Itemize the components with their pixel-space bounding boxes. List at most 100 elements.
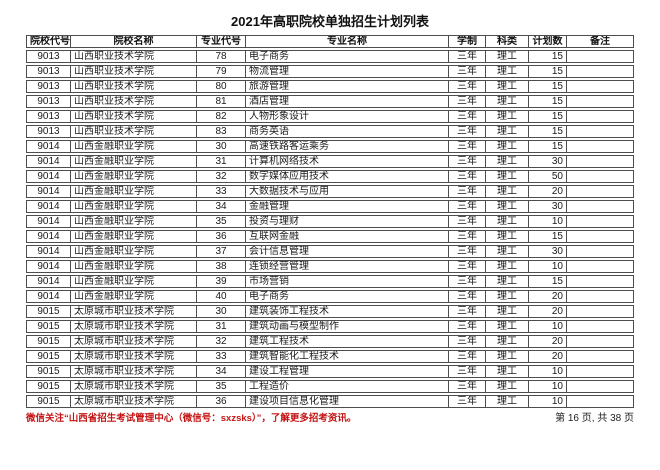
cell-college-code: 9015	[26, 395, 70, 408]
cell-category: 理工	[485, 200, 528, 213]
cell-college-code: 9014	[26, 290, 70, 303]
cell-major-code: 35	[196, 215, 245, 228]
cell-college-code: 9014	[26, 140, 70, 153]
cell-category: 理工	[485, 335, 528, 348]
cell-plan-count: 10	[528, 395, 566, 408]
table-row: 9014 山西金融职业学院 33 大数据技术与应用 三年 理工 20	[26, 185, 634, 198]
table-row: 9014 山西金融职业学院 35 投资与理财 三年 理工 10	[26, 215, 634, 228]
table-row: 9015 太原城市职业技术学院 33 建筑智能化工程技术 三年 理工 20	[26, 350, 634, 363]
cell-major-name: 金融管理	[245, 200, 448, 213]
cell-duration: 三年	[448, 80, 485, 93]
cell-duration: 三年	[448, 320, 485, 333]
page-title: 2021年高职院校单独招生计划列表	[231, 14, 429, 29]
cell-college-name: 太原城市职业技术学院	[70, 350, 196, 363]
cell-category: 理工	[485, 170, 528, 183]
cell-category: 理工	[485, 125, 528, 138]
cell-major-name: 市场营销	[245, 275, 448, 288]
column-header-duration: 学制	[448, 35, 485, 48]
cell-college-name: 山西职业技术学院	[70, 125, 196, 138]
cell-major-name: 数字媒体应用技术	[245, 170, 448, 183]
cell-category: 理工	[485, 50, 528, 63]
cell-remark	[566, 50, 634, 63]
cell-duration: 三年	[448, 305, 485, 318]
cell-duration: 三年	[448, 335, 485, 348]
cell-remark	[566, 260, 634, 273]
cell-college-code: 9015	[26, 350, 70, 363]
cell-major-code: 81	[196, 95, 245, 108]
cell-major-name: 工程造价	[245, 380, 448, 393]
cell-college-code: 9013	[26, 80, 70, 93]
cell-college-code: 9015	[26, 365, 70, 378]
cell-college-name: 太原城市职业技术学院	[70, 395, 196, 408]
cell-major-code: 30	[196, 140, 245, 153]
cell-remark	[566, 110, 634, 123]
cell-college-code: 9014	[26, 170, 70, 183]
cell-major-name: 建筑动画与模型制作	[245, 320, 448, 333]
cell-category: 理工	[485, 185, 528, 198]
cell-college-name: 山西金融职业学院	[70, 140, 196, 153]
cell-major-code: 82	[196, 110, 245, 123]
cell-college-name: 山西金融职业学院	[70, 185, 196, 198]
table-row: 9013 山西职业技术学院 79 物流管理 三年 理工 15	[26, 65, 634, 78]
cell-remark	[566, 305, 634, 318]
cell-duration: 三年	[448, 185, 485, 198]
cell-remark	[566, 125, 634, 138]
cell-major-code: 79	[196, 65, 245, 78]
cell-plan-count: 20	[528, 290, 566, 303]
cell-category: 理工	[485, 65, 528, 78]
table-row: 9015 太原城市职业技术学院 35 工程造价 三年 理工 10	[26, 380, 634, 393]
cell-duration: 三年	[448, 260, 485, 273]
table-row: 9015 太原城市职业技术学院 30 建筑装饰工程技术 三年 理工 20	[26, 305, 634, 318]
cell-major-name: 大数据技术与应用	[245, 185, 448, 198]
cell-major-code: 32	[196, 335, 245, 348]
cell-major-name: 电子商务	[245, 290, 448, 303]
cell-plan-count: 10	[528, 320, 566, 333]
column-header-college-code: 院校代号	[26, 35, 70, 48]
cell-major-name: 建设工程管理	[245, 365, 448, 378]
cell-college-name: 山西金融职业学院	[70, 200, 196, 213]
table-row: 9014 山西金融职业学院 38 连锁经营管理 三年 理工 10	[26, 260, 634, 273]
cell-college-code: 9013	[26, 125, 70, 138]
cell-category: 理工	[485, 290, 528, 303]
cell-college-name: 山西金融职业学院	[70, 170, 196, 183]
cell-plan-count: 15	[528, 80, 566, 93]
page-number-indicator: 第 16 页, 共 38 页	[555, 413, 634, 424]
plan-table-body: 9013 山西职业技术学院 78 电子商务 三年 理工 15 9013 山西职业技术学院 79 物流…	[26, 50, 634, 408]
column-header-college-name: 院校名称	[70, 35, 196, 48]
cell-category: 理工	[485, 305, 528, 318]
table-row: 9013 山西职业技术学院 82 人物形象设计 三年 理工 15	[26, 110, 634, 123]
wechat-notice-text: 微信关注“山西省招生考试管理中心（微信号：sxzsks）”，了解更多招考资讯。	[26, 413, 357, 424]
cell-remark	[566, 200, 634, 213]
cell-plan-count: 20	[528, 185, 566, 198]
cell-college-name: 太原城市职业技术学院	[70, 335, 196, 348]
cell-college-name: 山西金融职业学院	[70, 215, 196, 228]
cell-college-code: 9014	[26, 260, 70, 273]
cell-major-code: 40	[196, 290, 245, 303]
cell-college-name: 太原城市职业技术学院	[70, 320, 196, 333]
cell-major-code: 34	[196, 365, 245, 378]
cell-plan-count: 15	[528, 50, 566, 63]
cell-college-name: 山西职业技术学院	[70, 95, 196, 108]
cell-remark	[566, 320, 634, 333]
cell-college-code: 9014	[26, 155, 70, 168]
cell-college-code: 9015	[26, 320, 70, 333]
cell-major-code: 37	[196, 245, 245, 258]
cell-duration: 三年	[448, 380, 485, 393]
cell-category: 理工	[485, 140, 528, 153]
cell-major-code: 33	[196, 350, 245, 363]
cell-duration: 三年	[448, 110, 485, 123]
table-row: 9013 山西职业技术学院 83 商务英语 三年 理工 15	[26, 125, 634, 138]
cell-major-code: 31	[196, 320, 245, 333]
cell-major-name: 商务英语	[245, 125, 448, 138]
column-header-major-code: 专业代号	[196, 35, 245, 48]
table-row: 9014 山西金融职业学院 37 会计信息管理 三年 理工 30	[26, 245, 634, 258]
cell-plan-count: 20	[528, 350, 566, 363]
cell-plan-count: 15	[528, 65, 566, 78]
cell-major-name: 物流管理	[245, 65, 448, 78]
cell-duration: 三年	[448, 230, 485, 243]
cell-category: 理工	[485, 215, 528, 228]
cell-duration: 三年	[448, 365, 485, 378]
table-row: 9014 山西金融职业学院 31 计算机网络技术 三年 理工 30	[26, 155, 634, 168]
cell-duration: 三年	[448, 215, 485, 228]
cell-major-name: 建筑工程技术	[245, 335, 448, 348]
